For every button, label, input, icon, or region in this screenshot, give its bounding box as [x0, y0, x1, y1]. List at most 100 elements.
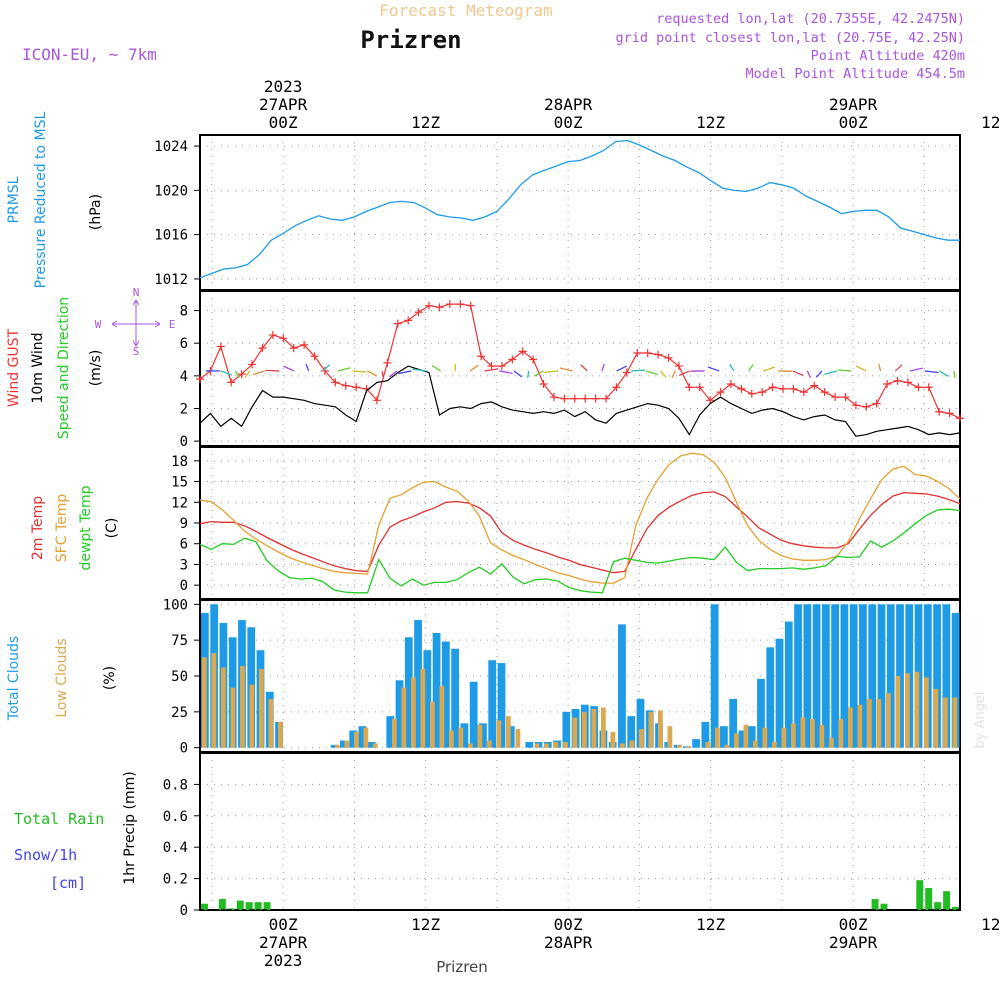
low-cloud-bar: [639, 729, 644, 748]
low-cloud-bar: [857, 704, 863, 748]
ytick-label: 1016: [154, 228, 188, 244]
wind-arrow: [367, 370, 378, 377]
ytick-label: 50: [171, 669, 188, 685]
total-cloud-bar: [766, 647, 775, 748]
gust-marker: [674, 362, 683, 371]
total-cloud-bar: [423, 650, 432, 748]
wind-arrow: [527, 370, 530, 379]
wind-arrow: [748, 363, 754, 372]
low-cloud-bar: [914, 671, 920, 748]
gust-marker: [456, 300, 465, 309]
gust-marker: [320, 366, 329, 375]
total-cloud-bar: [794, 604, 802, 748]
sfc-temp-label: SFC Temp: [54, 494, 70, 563]
point-altitude: Point Altitude 420m: [811, 48, 965, 64]
gust-marker: [612, 383, 621, 392]
total-cloud-bar: [460, 723, 469, 748]
total-cloud-bar: [859, 604, 867, 748]
total-cloud-bar: [692, 739, 700, 748]
total-cloud-bar: [812, 604, 821, 748]
time-label-top: 12Z: [981, 113, 1000, 132]
low-cloud-bar: [477, 724, 483, 748]
low-cloud-bar: [819, 724, 825, 748]
low-cloud-bar: [677, 744, 682, 748]
pressure-line: [199, 139, 960, 279]
total-cloud-bar: [367, 741, 376, 748]
rain-bar: [925, 888, 933, 910]
gust-marker: [716, 388, 725, 397]
time-label-top: 00Z: [554, 113, 583, 132]
low-cloud-bar: [496, 720, 502, 748]
ytick-label: 6: [180, 336, 188, 352]
wind-arrow: [909, 367, 923, 372]
compass-letter: E: [169, 318, 176, 331]
wind-arrow: [337, 367, 351, 372]
gust-marker: [227, 378, 236, 387]
low-cloud-bar: [487, 740, 492, 748]
low-cloud-bar: [895, 676, 901, 748]
total-cloud-bar: [821, 604, 830, 748]
ytick-label: 18: [171, 454, 188, 470]
gust-marker: [372, 396, 381, 405]
wind-arrow: [645, 370, 659, 376]
wind-arrow: [398, 370, 412, 375]
ytick-label: 0.4: [163, 840, 188, 856]
time-label-bottom: 27APR: [259, 933, 308, 952]
gust-marker: [560, 394, 569, 403]
wind-unit: (m/s): [88, 350, 104, 387]
gust-marker: [300, 340, 309, 349]
low-cloud-bar: [202, 657, 207, 748]
gust-marker: [893, 376, 902, 385]
low-cloud-bar: [249, 684, 255, 748]
low-cloud-bar: [620, 743, 625, 748]
low-cloud-bar: [439, 686, 445, 748]
ytick-label: 8: [180, 304, 188, 320]
total-cloud-bar: [414, 620, 422, 748]
total-cloud-bar: [942, 604, 951, 748]
panel-frame: [199, 752, 961, 911]
gust-marker: [914, 383, 923, 392]
gust-marker: [779, 384, 788, 393]
gust-marker: [279, 334, 288, 343]
gust-marker: [268, 331, 277, 340]
ytick-label: 1024: [154, 139, 188, 155]
gust-marker: [685, 383, 694, 392]
low-cloud-bar: [705, 741, 711, 748]
total-cloud-bar: [488, 660, 497, 748]
total-cloud-bar: [340, 740, 348, 748]
low-cloud-bar: [648, 711, 654, 748]
total-cloud-bar: [441, 641, 450, 748]
time-label-top: 12Z: [696, 113, 725, 132]
low-cloud-bar: [743, 724, 749, 748]
low-cloud-bar: [791, 723, 796, 748]
total-cloud-bar: [803, 604, 812, 748]
time-label-top: 28APR: [544, 95, 593, 114]
low-cloud-bar: [591, 708, 597, 748]
low-cloud-bar: [952, 697, 958, 748]
gust-marker: [497, 362, 506, 371]
rain-bar: [880, 903, 888, 910]
gust-marker: [602, 394, 611, 403]
time-label-top: 12Z: [411, 113, 440, 132]
total-cloud-bar: [404, 637, 413, 748]
pressure-label-1: PRMSL: [6, 176, 22, 223]
footer-station: Prizren: [436, 958, 488, 976]
total-cloud-bar: [469, 681, 478, 748]
low-clouds-label: Low Clouds: [54, 638, 70, 717]
total-cloud-bar: [729, 698, 738, 748]
gust-marker: [216, 342, 225, 351]
time-label-top: 29APR: [829, 95, 878, 114]
gust-marker: [289, 344, 298, 353]
total-cloud-bar: [358, 726, 367, 748]
rain-bar: [201, 903, 208, 910]
total-cloud-bar: [432, 632, 441, 748]
ytick-label: 0: [180, 903, 188, 919]
wind-arrow: [305, 363, 310, 372]
dewpt-line: [199, 508, 961, 594]
rain-bar: [934, 902, 942, 910]
low-cloud-bar: [886, 693, 891, 748]
total-cloud-bar: [877, 604, 886, 748]
low-cloud-bar: [781, 727, 787, 748]
low-cloud-bar: [876, 698, 882, 748]
sfc_temp-line: [199, 452, 961, 584]
